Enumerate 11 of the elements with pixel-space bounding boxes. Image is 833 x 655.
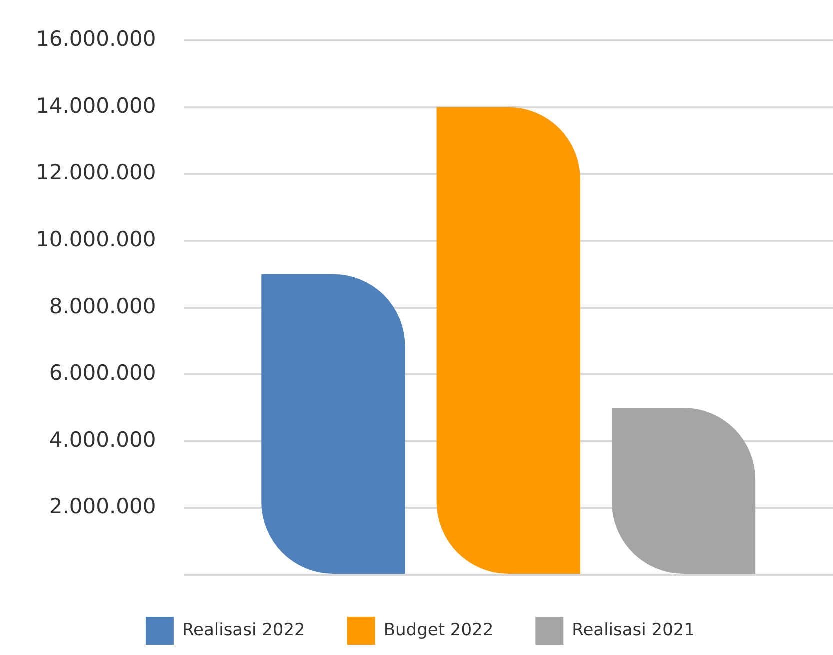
legend-label: Realisasi 2022 (182, 620, 306, 640)
y-tick-label: 6.000.000 (49, 361, 156, 386)
legend-label: Realisasi 2021 (572, 620, 696, 640)
y-tick-label: 14.000.000 (36, 94, 156, 118)
y-tick-label: 16.000.000 (36, 27, 156, 52)
y-tick-label: 12.000.000 (36, 160, 156, 185)
y-tick-label: 4.000.000 (49, 428, 156, 452)
y-tick-label: 10.000.000 (36, 227, 156, 252)
y-tick-label: 8.000.000 (49, 294, 156, 318)
legend-label: Budget 2022 (384, 620, 494, 640)
y-tick-label: 2.000.000 (49, 494, 156, 519)
